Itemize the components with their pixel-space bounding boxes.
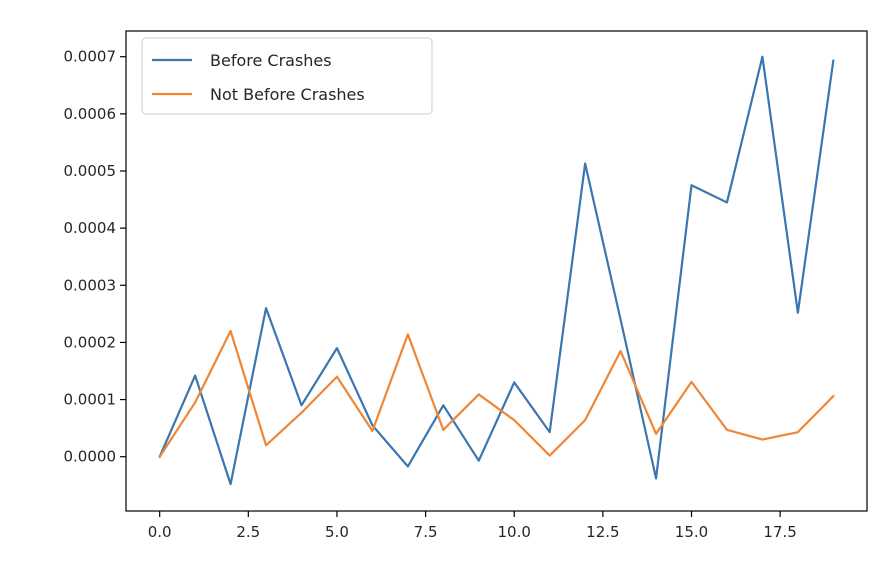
legend-box [141, 37, 433, 115]
plot-frame [125, 30, 868, 512]
legend-label-not-before-crashes: Not Before Crashes [210, 85, 365, 104]
x-tick-label: 17.5 [763, 523, 796, 541]
y-tick-label: 0.0000 [64, 448, 117, 466]
y-tick-label: 0.0002 [64, 333, 117, 351]
x-tick-label: 10.0 [498, 523, 531, 541]
series-layer [158, 55, 835, 486]
y-tick-label: 0.0007 [64, 48, 117, 66]
x-tick-label: 12.5 [586, 523, 619, 541]
series-line-before-crashes [158, 55, 835, 486]
y-tick-label: 0.0001 [64, 391, 117, 409]
x-tick-label: 7.5 [414, 523, 438, 541]
y-tick-label: 0.0006 [64, 105, 117, 123]
x-tick-label: 15.0 [675, 523, 708, 541]
x-tick-label: 0.0 [148, 523, 172, 541]
x-tick-label: 5.0 [325, 523, 349, 541]
axes-layer: 0.00000.00010.00020.00030.00040.00050.00… [64, 48, 797, 541]
legend-label-before-crashes: Before Crashes [210, 51, 332, 70]
legend: Before Crashes Not Before Crashes [141, 37, 433, 115]
x-tick-label: 2.5 [236, 523, 260, 541]
y-tick-label: 0.0005 [64, 162, 117, 180]
y-tick-label: 0.0003 [64, 276, 117, 294]
series-line-not-before-crashes [158, 329, 835, 459]
y-tick-label: 0.0004 [64, 219, 117, 237]
